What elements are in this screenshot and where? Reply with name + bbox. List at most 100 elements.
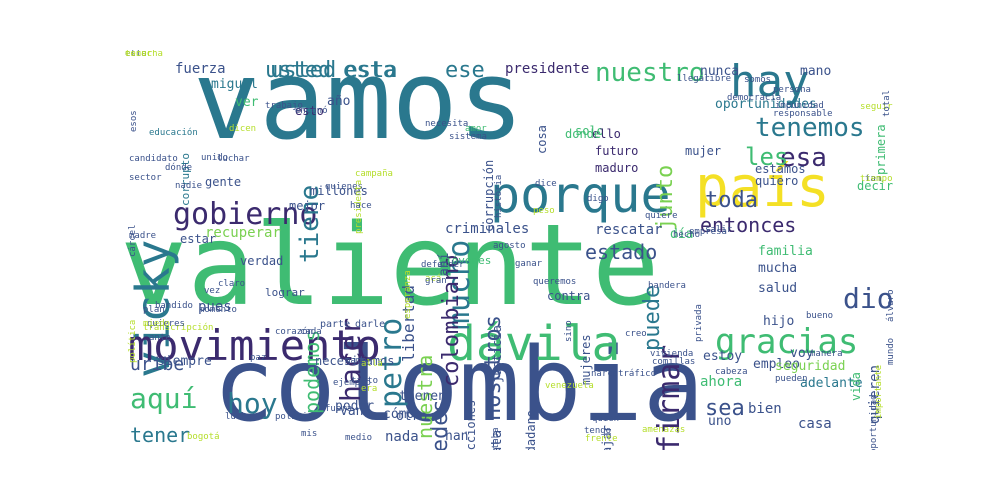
cloud-word: agosto — [493, 241, 526, 251]
cloud-word: responsable — [773, 109, 833, 119]
cloud-word: medio — [345, 433, 373, 443]
cloud-word: democracia — [727, 93, 782, 103]
cloud-word: enconó — [295, 106, 328, 116]
cloud-word: cabeza — [715, 367, 748, 377]
cloud-word: nunca — [700, 64, 740, 79]
cloud-word: podemos — [300, 329, 324, 414]
cloud-word: poder — [335, 399, 375, 414]
cloud-word: quienes — [325, 182, 363, 192]
cloud-word: empleo — [753, 357, 800, 372]
cloud-word: dio — [843, 282, 894, 315]
cloud-word: colombia — [213, 326, 705, 445]
cloud-word: tienen — [399, 389, 446, 404]
cloud-word: nadie — [175, 181, 203, 191]
cloud-word: luchar — [217, 154, 250, 164]
cloud-word: peso — [533, 206, 555, 216]
cloud-word: mujer — [685, 144, 722, 158]
cloud-word: impunidad — [775, 101, 824, 111]
cloud-word: narcotráfico — [591, 369, 657, 379]
cloud-word: ella — [125, 50, 147, 59]
cloud-word: vez — [204, 286, 221, 296]
cloud-word: corrupto — [179, 152, 192, 206]
cloud-word: bien — [748, 401, 782, 417]
cloud-word: tiempo — [860, 174, 893, 184]
word-cloud: vamos valiente colombia porque país vicky hay d… — [125, 50, 900, 450]
cloud-word: fuera — [325, 404, 353, 414]
cloud-word: casa — [798, 416, 832, 432]
cloud-word: primera — [874, 124, 888, 176]
cloud-word: gobierno — [173, 197, 318, 232]
cloud-word: pueden — [775, 374, 808, 384]
cloud-word: total — [882, 89, 892, 117]
cloud-word: claro — [218, 279, 246, 289]
cloud-word: mejor — [289, 199, 326, 213]
cloud-word: mundo — [886, 337, 896, 365]
cloud-word: valiente — [125, 201, 660, 331]
cloud-word: ante — [149, 333, 171, 343]
cloud-word: corazón — [275, 327, 313, 337]
cloud-word: estoy — [703, 349, 743, 364]
cloud-word: quien — [592, 414, 620, 424]
cloud-word: dicen — [229, 124, 257, 134]
cloud-word: dónde — [165, 163, 193, 173]
cloud-word: madre — [129, 231, 157, 241]
cloud-word: estamos — [755, 162, 806, 176]
cloud-word: historia — [494, 174, 504, 219]
cloud-word: cosa — [535, 124, 549, 154]
cloud-word: era — [361, 384, 378, 394]
cloud-word: rescatar — [595, 222, 663, 238]
cloud-word: tener — [125, 50, 153, 59]
cloud-word: creo — [625, 329, 647, 339]
cloud-word: ahora — [700, 374, 743, 390]
cloud-word: allá — [361, 359, 383, 369]
cloud-word: sino — [564, 319, 574, 342]
cloud-word: aquí — [130, 382, 198, 415]
cloud-word: mis — [301, 429, 318, 439]
cloud-word: porque — [490, 166, 671, 224]
cloud-word: tan — [865, 174, 882, 184]
cloud-word: ese — [445, 58, 485, 83]
cloud-word: millones — [310, 184, 368, 198]
cloud-word: lucha — [225, 412, 253, 422]
cloud-word: ganar — [515, 259, 543, 269]
cloud-word: político — [275, 412, 319, 422]
cloud-word: esos — [129, 109, 139, 132]
cloud-word: candidato — [129, 154, 178, 164]
cloud-word: acá — [425, 274, 442, 284]
cloud-word: usted esta — [265, 58, 398, 83]
cloud-word: tengo — [584, 426, 612, 436]
cloud-word: queremos — [533, 277, 577, 287]
cloud-word: transcripción — [143, 323, 214, 333]
cloud-word: paz — [250, 353, 267, 363]
cloud-word: maduro — [595, 161, 639, 175]
cloud-word: hay — [730, 56, 810, 107]
cloud-word: movimiento — [128, 321, 381, 370]
cloud-word: sea — [705, 396, 745, 421]
cloud-word: quiere — [645, 211, 678, 221]
cloud-word: necesitamos — [315, 354, 395, 368]
cloud-word: frente — [585, 434, 618, 444]
cloud-word: siempre — [157, 354, 212, 369]
cloud-word: puede — [640, 284, 665, 351]
cloud-word: hoy — [227, 387, 278, 420]
cloud-word: les — [745, 143, 789, 171]
cloud-word: van — [340, 404, 364, 419]
cloud-word: usted — [270, 58, 337, 83]
cloud-word: esa — [780, 143, 827, 173]
cloud-word: seguridad — [775, 359, 846, 374]
cloud-word: sistema — [449, 132, 487, 142]
cloud-word: solo — [575, 124, 604, 138]
cloud-word: estado — [585, 240, 658, 264]
cloud-word: manera — [810, 349, 843, 359]
cloud-word: dávila — [447, 316, 621, 372]
cloud-word: jóvenes — [445, 254, 492, 267]
cloud-word: uribe — [130, 354, 185, 375]
cloud-word: pues — [198, 299, 232, 315]
cloud-word: llegar — [677, 74, 710, 84]
cloud-word: futuro — [595, 144, 639, 158]
cloud-word: lograr — [265, 286, 305, 299]
cloud-word: quiero — [755, 174, 799, 188]
cloud-word: darle — [355, 319, 386, 330]
cloud-word: sector — [129, 173, 162, 183]
cloud-word: criminales — [445, 221, 530, 237]
